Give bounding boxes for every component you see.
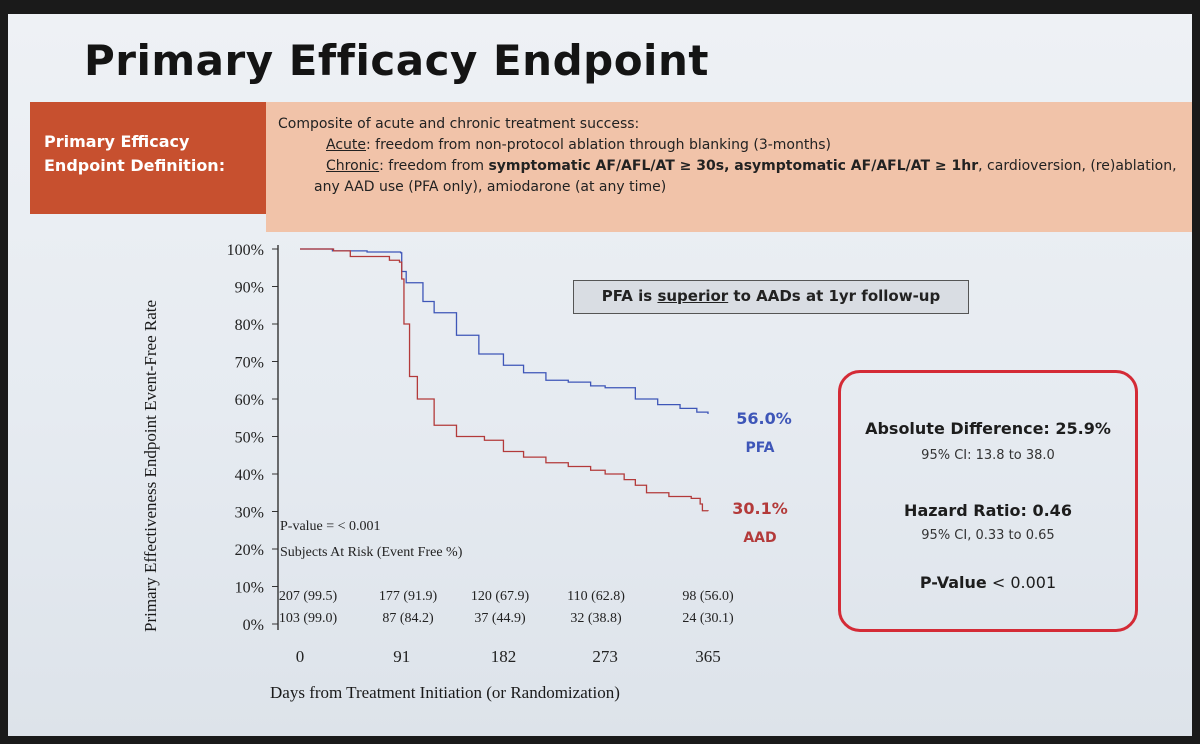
series-pfa-line	[300, 248, 709, 414]
stats-box: Absolute Difference: 25.9% 95% CI: 13.8 …	[838, 370, 1138, 632]
y-tick-label: 90%	[235, 280, 264, 297]
definition-acute: Acute: freedom from non-protocol ablatio…	[278, 135, 1192, 156]
abs-ci: 95% CI: 13.8 to 38.0	[921, 448, 1055, 463]
at-risk-title: Subjects At Risk (Event Free %)	[280, 545, 463, 560]
x-tick-label: 182	[491, 647, 517, 666]
definition-last-line: any AAD use (PFA only), amiodarone (at a…	[314, 179, 667, 195]
definition-label-line2: Endpoint Definition:	[44, 156, 226, 175]
chronic-text-a: : freedom from	[379, 158, 489, 174]
pfa-end-label: 56.0%	[736, 409, 792, 428]
at-risk-cell: 32 (38.8)	[570, 611, 622, 626]
y-tick-label: 100%	[227, 242, 264, 259]
superiority-banner: PFA is superior to AADs at 1yr follow-up	[573, 280, 969, 314]
y-tick-label: 80%	[235, 317, 264, 334]
banner-text-b: to AADs at 1yr follow-up	[728, 287, 941, 305]
x-axis: 0 91 182 273 365	[296, 647, 721, 666]
at-risk-cell: 103 (99.0)	[279, 611, 338, 626]
aad-end-label: 30.1%	[732, 499, 788, 518]
at-risk-cell: 110 (62.8)	[567, 589, 625, 604]
abs-diff: Absolute Difference: 25.9%	[865, 419, 1111, 438]
at-risk-table: 207 (99.5) 177 (91.9) 120 (67.9) 110 (62.8)…	[279, 589, 734, 626]
y-axis-label: Primary Effectiveness Endpoint Event-Fre…	[141, 300, 160, 632]
definition-chronic: Chronic: freedom from symptomatic AF/AFL…	[278, 156, 1192, 177]
hazard-ratio: Hazard Ratio: 0.46	[904, 501, 1072, 520]
km-chart: 0% 10% 20% 30% 40% 50% 60% 70% 80% 90% 100% 0 91 182…	[141, 242, 792, 702]
page-title: Primary Efficacy Endpoint	[84, 36, 709, 85]
at-risk-cell: 98 (56.0)	[682, 589, 734, 604]
x-tick-label: 273	[592, 647, 618, 666]
x-tick-label: 365	[695, 647, 721, 666]
p-value-number: < 0.001	[986, 573, 1057, 592]
y-axis: 0% 10% 20% 30% 40% 50% 60% 70% 80% 90% 100%	[227, 242, 278, 634]
y-tick-label: 10%	[235, 580, 264, 597]
banner-text-a: PFA is	[601, 287, 658, 305]
definition-label-line1: Primary Efficacy	[44, 132, 190, 151]
p-value-label: P-Value	[919, 573, 987, 592]
at-risk-cell: 207 (99.5)	[279, 589, 338, 604]
acute-term: Acute	[326, 137, 367, 153]
banner-underlined: superior	[657, 287, 729, 305]
x-axis-label: Days from Treatment Initiation (or Rando…	[270, 683, 620, 702]
series-aad-line	[300, 248, 709, 512]
y-tick-label: 70%	[235, 355, 264, 372]
at-risk-cell: 177 (91.9)	[379, 589, 438, 604]
y-tick-label: 30%	[235, 505, 264, 522]
at-risk-cell: 120 (67.9)	[471, 589, 530, 604]
y-tick-label: 50%	[235, 430, 264, 447]
acute-text: : freedom from non-protocol ablation thr…	[366, 137, 831, 153]
definition-label: Primary Efficacy Endpoint Definition:	[30, 102, 266, 214]
definition-line1: Composite of acute and chronic treatment…	[278, 116, 640, 132]
definition-box: Composite of acute and chronic treatment…	[266, 102, 1192, 232]
at-risk-cell: 87 (84.2)	[382, 611, 434, 626]
y-tick-label: 20%	[235, 542, 264, 559]
y-tick-label: 0%	[243, 617, 264, 634]
y-tick-label: 40%	[235, 467, 264, 484]
pfa-series-name: PFA	[745, 440, 774, 456]
p-value-stat: P-Value < 0.001	[841, 573, 1135, 592]
p-value-annotation: P-value = < 0.001	[280, 519, 381, 534]
chronic-bold: symptomatic AF/AFL/AT ≥ 30s, asymptomati…	[488, 158, 979, 174]
aad-series-name: AAD	[743, 530, 776, 546]
hr-ci: 95% CI, 0.33 to 0.65	[921, 528, 1055, 543]
y-tick-label: 60%	[235, 392, 264, 409]
at-risk-cell: 37 (44.9)	[474, 611, 526, 626]
x-tick-label: 91	[393, 647, 410, 666]
chronic-term: Chronic	[326, 158, 380, 174]
chronic-text-b: , cardioversion, (re)ablation,	[978, 158, 1177, 174]
slide: Primary Efficacy Endpoint Primary Effica…	[8, 14, 1192, 736]
at-risk-cell: 24 (30.1)	[682, 611, 734, 626]
x-tick-label: 0	[296, 647, 305, 666]
